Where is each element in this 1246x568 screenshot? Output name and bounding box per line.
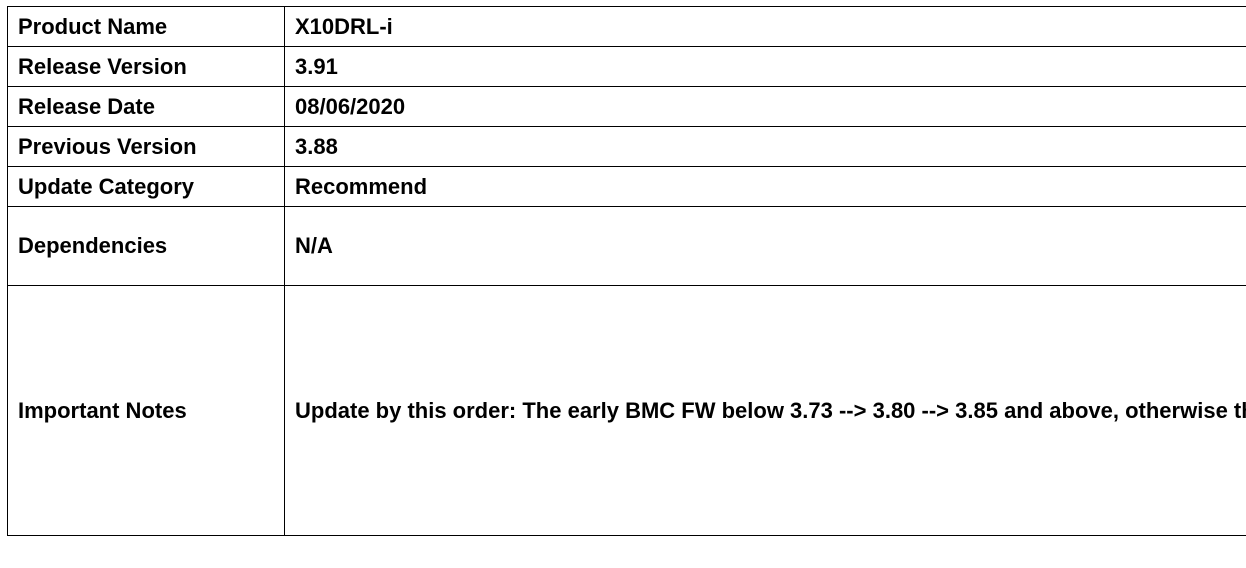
label-previous-version: Previous Version [7,126,285,167]
label-release-version: Release Version [7,46,285,87]
label-important-notes: Important Notes [7,285,285,536]
row-product-name: Product Name X10DRL-i [7,6,1246,47]
row-update-category: Update Category Recommend [7,166,1246,207]
release-info-table: Product Name X10DRL-i Release Version 3.… [7,6,1246,536]
row-release-date: Release Date 08/06/2020 [7,86,1246,127]
row-dependencies: Dependencies N/A [7,206,1246,286]
value-release-version: 3.91 [284,46,1246,87]
value-previous-version: 3.88 [284,126,1246,167]
label-dependencies: Dependencies [7,206,285,286]
value-update-category: Recommend [284,166,1246,207]
row-release-version: Release Version 3.91 [7,46,1246,87]
row-previous-version: Previous Version 3.88 [7,126,1246,167]
label-release-date: Release Date [7,86,285,127]
value-release-date: 08/06/2020 [284,86,1246,127]
label-update-category: Update Category [7,166,285,207]
row-important-notes: Important Notes Update by this order: Th… [7,285,1246,536]
label-product-name: Product Name [7,6,285,47]
value-important-notes: Update by this order: The early BMC FW b… [284,285,1246,536]
value-dependencies: N/A [284,206,1246,286]
value-product-name: X10DRL-i [284,6,1246,47]
